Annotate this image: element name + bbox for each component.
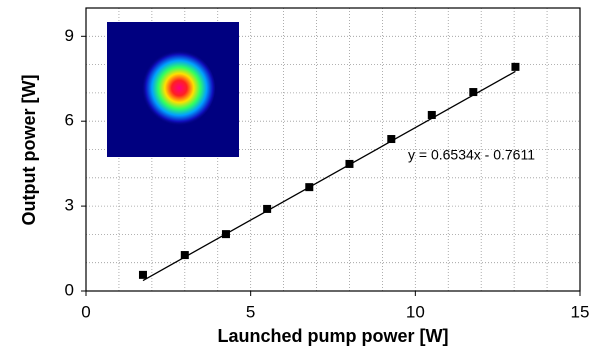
x-tick-label: 0	[81, 302, 90, 321]
y-tick-label: 9	[65, 26, 74, 45]
x-tick-label: 15	[571, 302, 590, 321]
data-point	[305, 183, 313, 191]
x-tick-label: 5	[246, 302, 255, 321]
x-axis-label: Launched pump power [W]	[218, 326, 449, 346]
data-point	[469, 88, 477, 96]
page: Launched pump power [W] Output power [W]…	[0, 0, 600, 349]
data-point	[387, 135, 395, 143]
data-point	[263, 205, 271, 213]
y-tick-label: 6	[65, 111, 74, 130]
y-tick-label: 3	[65, 196, 74, 215]
data-point	[222, 230, 230, 238]
beam-profile	[139, 50, 215, 126]
data-point	[181, 251, 189, 259]
data-point	[511, 63, 519, 71]
chart: Launched pump power [W] Output power [W]…	[0, 0, 600, 349]
fit-equation: y = 0.6534x - 0.7611	[408, 147, 535, 163]
x-tick-label: 10	[406, 302, 425, 321]
data-point	[428, 111, 436, 119]
data-point	[139, 271, 147, 279]
y-axis-label: Output power [W]	[19, 75, 39, 226]
y-tick-label: 0	[65, 280, 74, 299]
data-point	[345, 160, 353, 168]
